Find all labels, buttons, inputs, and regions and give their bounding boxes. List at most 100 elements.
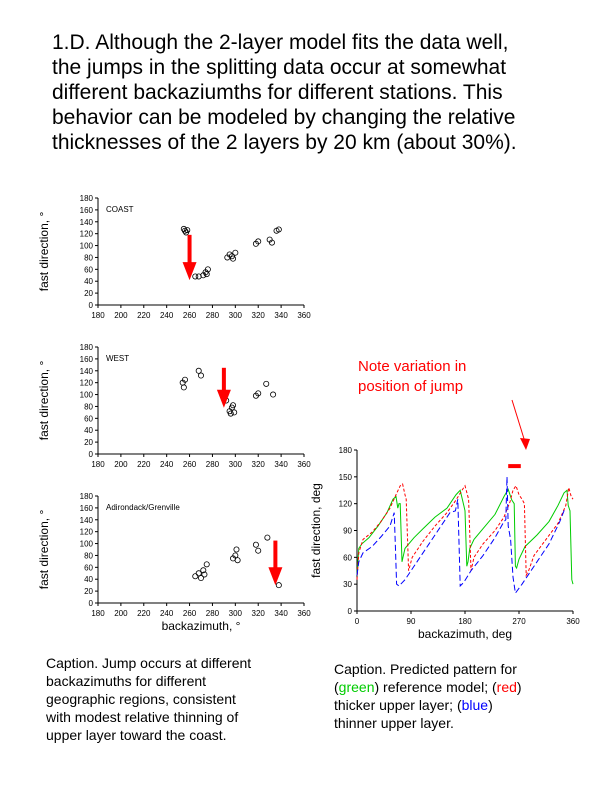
y-tick-label: 160 — [80, 206, 94, 215]
y-tick-label: 40 — [84, 277, 93, 286]
x-tick-label: 180 — [91, 311, 105, 320]
y-axis-label: fast direction, deg — [309, 483, 323, 578]
y-tick-label: 20 — [84, 438, 93, 447]
red-arrow-head — [182, 262, 197, 281]
heading: 1.D. Although the 2-layer model fits the… — [52, 30, 602, 155]
heading-line: different backaziumths for different sta… — [52, 81, 503, 104]
y-tick-label: 90 — [343, 527, 352, 536]
data-point — [255, 238, 262, 245]
data-point — [203, 561, 210, 568]
data-point — [275, 226, 282, 233]
x-tick-label: 320 — [252, 609, 266, 618]
x-tick-label: 200 — [114, 311, 128, 320]
y-axis-label: fast direction, ° — [37, 361, 51, 441]
caption-line: with modest relative thinning of — [46, 709, 239, 725]
x-tick-label: 360 — [297, 460, 311, 469]
x-tick-label: 180 — [91, 609, 105, 618]
x-tick-label: 180 — [458, 617, 472, 626]
y-axis-label: fast direction, ° — [37, 212, 51, 292]
y-tick-label: 100 — [80, 540, 94, 549]
data-point — [252, 541, 259, 548]
y-tick-label: 180 — [80, 492, 94, 501]
x-tick-label: 260 — [183, 609, 197, 618]
y-tick-label: 140 — [80, 367, 94, 376]
y-tick-label: 180 — [339, 446, 353, 455]
data-point — [230, 402, 237, 409]
x-tick-label: 360 — [566, 617, 580, 626]
y-tick-label: 120 — [80, 230, 94, 239]
y-tick-label: 0 — [89, 450, 94, 459]
caption-line: thicker upper layer; (blue) — [334, 697, 493, 713]
y-tick-label: 0 — [89, 301, 94, 310]
caption-right: Caption. Predicted pattern for (green) r… — [334, 660, 522, 732]
y-tick-label: 120 — [80, 379, 94, 388]
heading-line: 1.D. Although the 2-layer model fits the… — [52, 31, 509, 54]
data-point — [255, 547, 262, 554]
y-tick-label: 180 — [80, 194, 94, 203]
x-tick-label: 220 — [137, 609, 151, 618]
data-point — [232, 249, 239, 256]
x-tick-label: 280 — [206, 460, 220, 469]
caption-line: (green) reference model; (red) — [334, 679, 522, 695]
x-tick-label: 300 — [229, 311, 243, 320]
data-point — [197, 575, 204, 582]
x-tick-label: 240 — [160, 311, 174, 320]
y-tick-label: 120 — [339, 500, 353, 509]
annotation-note: Note variation in position of jump — [358, 357, 466, 397]
data-point — [231, 409, 238, 416]
heading-line: the jumps in the splitting data occur at… — [52, 56, 507, 79]
y-tick-label: 60 — [84, 265, 93, 274]
x-tick-label: 300 — [229, 460, 243, 469]
y-tick-label: 120 — [80, 528, 94, 537]
data-point — [264, 534, 271, 541]
x-tick-label: 220 — [137, 460, 151, 469]
note-pointer — [511, 399, 526, 443]
x-tick-label: 340 — [274, 460, 288, 469]
caption-red: red — [496, 679, 517, 695]
data-point — [197, 372, 204, 379]
x-tick-label: 200 — [114, 460, 128, 469]
y-tick-label: 140 — [80, 516, 94, 525]
annotation-line: position of jump — [358, 378, 464, 395]
data-point — [184, 227, 191, 234]
panel-label: COAST — [106, 205, 134, 214]
heading-line: thicknesses of the 2 layers by 20 km (ab… — [52, 131, 517, 154]
caption-line: thinner upper layer. — [334, 715, 454, 731]
y-tick-label: 180 — [80, 343, 94, 352]
x-tick-label: 280 — [206, 311, 220, 320]
y-tick-label: 80 — [84, 253, 93, 262]
x-tick-label: 260 — [183, 460, 197, 469]
x-tick-label: 340 — [274, 609, 288, 618]
x-tick-label: 270 — [512, 617, 526, 626]
caption-line: Caption. Predicted pattern for — [334, 661, 517, 677]
red-arrow-head — [268, 567, 283, 586]
panel-label: WEST — [106, 354, 129, 363]
data-point — [230, 255, 237, 262]
y-tick-label: 40 — [84, 426, 93, 435]
y-tick-label: 150 — [339, 473, 353, 482]
y-tick-label: 160 — [80, 504, 94, 513]
y-tick-label: 20 — [84, 289, 93, 298]
heading-line: behavior can be modeled by changing the … — [52, 106, 516, 129]
data-point — [255, 390, 262, 397]
y-axis-label: fast direction, ° — [37, 510, 51, 590]
data-point — [232, 552, 239, 559]
data-point — [180, 384, 187, 391]
data-point — [195, 570, 202, 577]
y-tick-label: 60 — [343, 553, 352, 562]
caption-line: geographic regions, consistent — [46, 691, 236, 707]
x-tick-label: 0 — [355, 617, 360, 626]
series-line-red — [356, 483, 574, 580]
x-tick-label: 320 — [252, 460, 266, 469]
caption-line: backazimuths for different — [46, 673, 207, 689]
y-tick-label: 0 — [89, 599, 94, 608]
caption-line: Caption. Jump occurs at different — [46, 655, 252, 671]
series-line-blue — [356, 476, 567, 595]
x-tick-label: 360 — [297, 609, 311, 618]
x-tick-label: 200 — [114, 609, 128, 618]
series-line-green — [356, 488, 574, 585]
y-tick-label: 80 — [84, 402, 93, 411]
y-tick-label: 80 — [84, 551, 93, 560]
data-point — [227, 410, 234, 417]
